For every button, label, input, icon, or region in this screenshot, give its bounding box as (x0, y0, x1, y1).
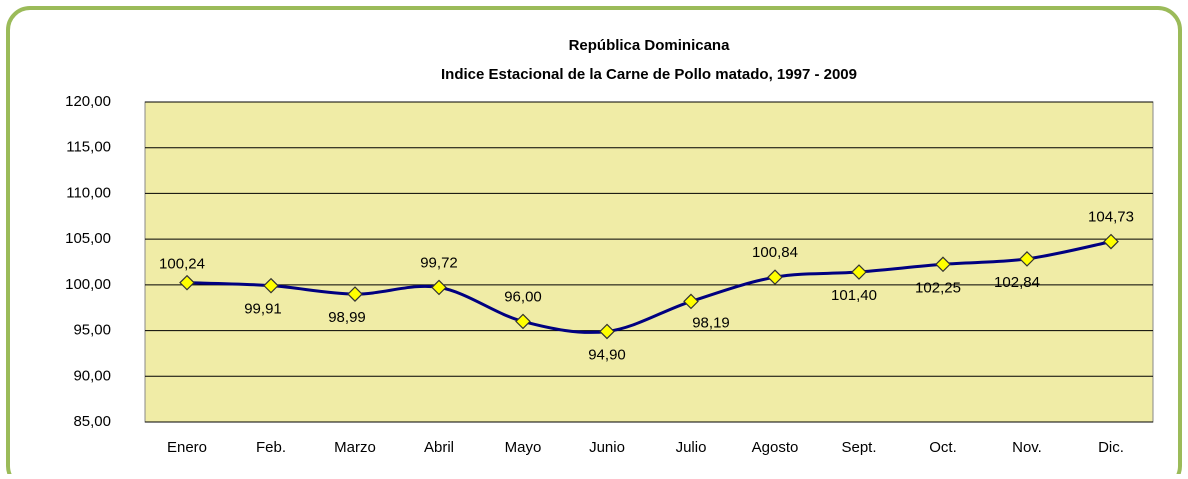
x-tick-label: Julio (676, 439, 707, 456)
marker (263, 277, 279, 294)
marker (851, 264, 867, 280)
x-tick-label: Nov. (1012, 439, 1042, 456)
chart-subtitle: Indice Estacional de la Carne de Pollo m… (441, 66, 857, 83)
data-label: 99,91 (244, 301, 282, 318)
marker (935, 256, 951, 273)
x-tick-label: Agosto (752, 439, 799, 456)
data-label: 96,00 (504, 288, 542, 305)
data-label: 104,73 (1088, 209, 1134, 226)
data-label: 102,25 (915, 279, 961, 296)
data-label: 100,24 (159, 256, 205, 273)
chart-title: República Dominicana (569, 37, 731, 54)
y-tick-label: 95,00 (73, 322, 111, 339)
x-tick-label: Marzo (334, 439, 376, 456)
y-tick-label: 85,00 (73, 413, 111, 430)
marker (347, 286, 363, 302)
marker (683, 293, 699, 310)
data-label: 98,19 (692, 314, 730, 331)
data-label: 99,72 (420, 254, 458, 271)
y-tick-label: 100,00 (65, 276, 111, 293)
marker (1019, 251, 1035, 267)
x-tick-label: Junio (589, 439, 625, 456)
y-tick-label: 105,00 (65, 230, 111, 247)
marker (179, 274, 195, 291)
data-label: 94,90 (588, 346, 626, 363)
marker (515, 313, 531, 330)
x-tick-label: Oct. (929, 439, 957, 456)
y-tick-label: 120,00 (65, 93, 111, 110)
x-tick-label: Mayo (505, 439, 542, 456)
line (186, 240, 1112, 334)
marker (767, 269, 783, 286)
y-tick-label: 90,00 (73, 367, 111, 384)
x-tick-label: Enero (167, 439, 207, 456)
y-tick-label: 115,00 (66, 139, 111, 156)
x-tick-label: Abril (424, 439, 454, 456)
data-label: 100,84 (752, 244, 798, 261)
data-label: 102,84 (994, 274, 1040, 291)
data-label: 101,40 (831, 287, 877, 304)
x-tick-label: Feb. (256, 439, 286, 456)
x-tick-label: Sept. (841, 439, 876, 456)
marker (431, 279, 447, 296)
x-tick-label: Dic. (1098, 439, 1124, 456)
marker (599, 323, 615, 340)
y-tick-label: 110,00 (66, 184, 111, 201)
marker (1103, 233, 1119, 250)
data-label: 98,99 (328, 309, 366, 326)
